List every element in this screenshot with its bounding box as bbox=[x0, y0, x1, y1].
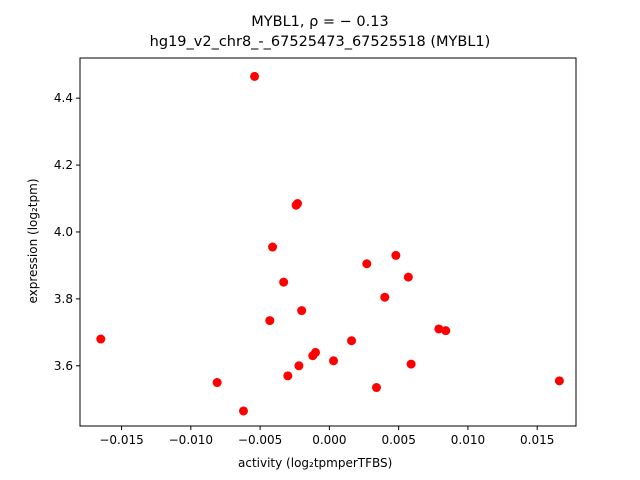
x-tick-label: 0.005 bbox=[381, 433, 415, 447]
data-point bbox=[362, 259, 372, 269]
y-axis-label: expression (log₂tpm) bbox=[26, 178, 40, 304]
data-point bbox=[297, 306, 307, 316]
y-tick-label: 4.2 bbox=[54, 158, 73, 172]
data-point bbox=[212, 378, 222, 388]
x-tick-label: 0.000 bbox=[312, 433, 346, 447]
data-point bbox=[441, 326, 451, 336]
data-points bbox=[96, 71, 564, 416]
data-point bbox=[434, 324, 444, 334]
data-point bbox=[554, 376, 564, 386]
x-tick-label: 0.010 bbox=[451, 433, 485, 447]
data-point bbox=[311, 347, 321, 357]
data-point bbox=[238, 406, 248, 416]
y-tick-label: 4.0 bbox=[54, 225, 73, 239]
y-tick-label: 3.8 bbox=[54, 292, 73, 306]
data-point bbox=[293, 199, 303, 209]
x-axis-label: activity (log₂tpmperTFBS) bbox=[238, 456, 393, 470]
data-point bbox=[403, 272, 413, 282]
data-point bbox=[279, 277, 289, 287]
y-tick-label: 4.4 bbox=[54, 91, 73, 105]
data-point bbox=[268, 242, 278, 252]
y-tick-label: 3.6 bbox=[54, 359, 73, 373]
data-point bbox=[391, 250, 401, 260]
data-point bbox=[347, 336, 357, 346]
plot-area bbox=[79, 57, 577, 427]
y-axis-ticks: 3.6 3.8 4.0 4.2 4.4 bbox=[54, 91, 80, 373]
data-point bbox=[250, 71, 260, 81]
data-point bbox=[329, 356, 339, 366]
chart-title-line2: hg19_v2_chr8_-_67525473_67525518 (MYBL1) bbox=[149, 34, 491, 50]
data-point bbox=[371, 383, 381, 393]
chart-title-line1: MYBL1, ρ = − 0.13 bbox=[251, 14, 389, 30]
data-point bbox=[96, 334, 106, 344]
data-point bbox=[380, 292, 390, 302]
x-tick-label: 0.015 bbox=[520, 433, 554, 447]
x-tick-label: −0.010 bbox=[169, 433, 213, 447]
data-point bbox=[283, 371, 293, 381]
data-point bbox=[406, 359, 416, 369]
x-tick-label: −0.015 bbox=[99, 433, 143, 447]
x-axis-ticks: −0.015 −0.010 −0.005 0.000 0.005 0.010 0.015 bbox=[99, 426, 554, 447]
x-tick-label: −0.005 bbox=[238, 433, 282, 447]
data-point bbox=[265, 316, 275, 326]
data-point bbox=[294, 361, 304, 371]
